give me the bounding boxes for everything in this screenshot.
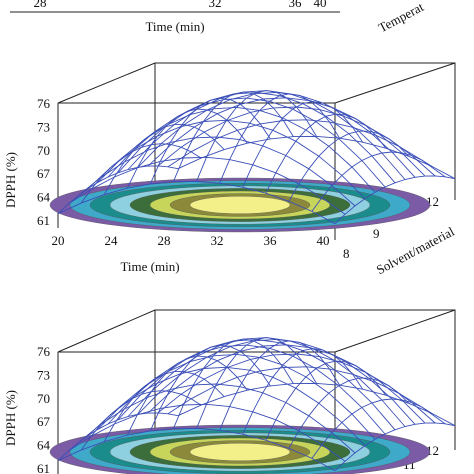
y-tick-label: 61 (37, 213, 50, 228)
mesh-line (177, 382, 456, 427)
z-tick-label: 8 (343, 246, 350, 261)
contour (189, 195, 291, 214)
y-tick-label: 76 (37, 344, 51, 359)
z-tick-label: 9 (373, 226, 380, 241)
mesh-line (177, 135, 456, 180)
contour (189, 443, 291, 462)
y-label: DPPH (%) (3, 152, 18, 208)
x-tick-label: 40 (314, 0, 327, 10)
x-tick-label: 32 (211, 233, 224, 248)
x-tick-label: 40 (317, 233, 330, 248)
mesh-line (167, 366, 446, 425)
y-tick-label: 64 (37, 438, 51, 453)
x-tick-label: 36 (264, 233, 278, 248)
mesh-line (334, 175, 456, 225)
mesh-line (157, 106, 436, 177)
y-tick-label: 76 (37, 96, 51, 111)
mesh-line (311, 151, 433, 212)
x-tick-label: 20 (52, 233, 65, 248)
frames (10, 11, 456, 474)
x-label: Time (min) (120, 259, 179, 274)
surface (49, 90, 456, 233)
x-tick-label: 36 (289, 0, 303, 10)
x-tick-label: 28 (158, 233, 171, 248)
x-tick-label: 28 (34, 0, 47, 10)
y-tick-label: 67 (37, 414, 51, 429)
y-tick-label: 70 (37, 143, 50, 158)
y-tick-label: 70 (37, 391, 50, 406)
mesh-line (157, 353, 436, 424)
surface (49, 337, 456, 474)
mesh-line (167, 119, 446, 178)
y-label: DPPH (%) (3, 390, 18, 446)
y-tick-label: 61 (37, 461, 50, 474)
x-label: Time (min) (145, 19, 204, 34)
mesh-line (334, 422, 456, 472)
y-tick-label: 73 (37, 367, 50, 382)
y-tick-label: 64 (37, 190, 51, 205)
x-tick-label: 24 (105, 233, 119, 248)
y-tick-label: 73 (37, 119, 50, 134)
x-tick-label: 32 (209, 0, 222, 10)
mesh-line (311, 398, 433, 459)
y-tick-label: 67 (37, 166, 51, 181)
